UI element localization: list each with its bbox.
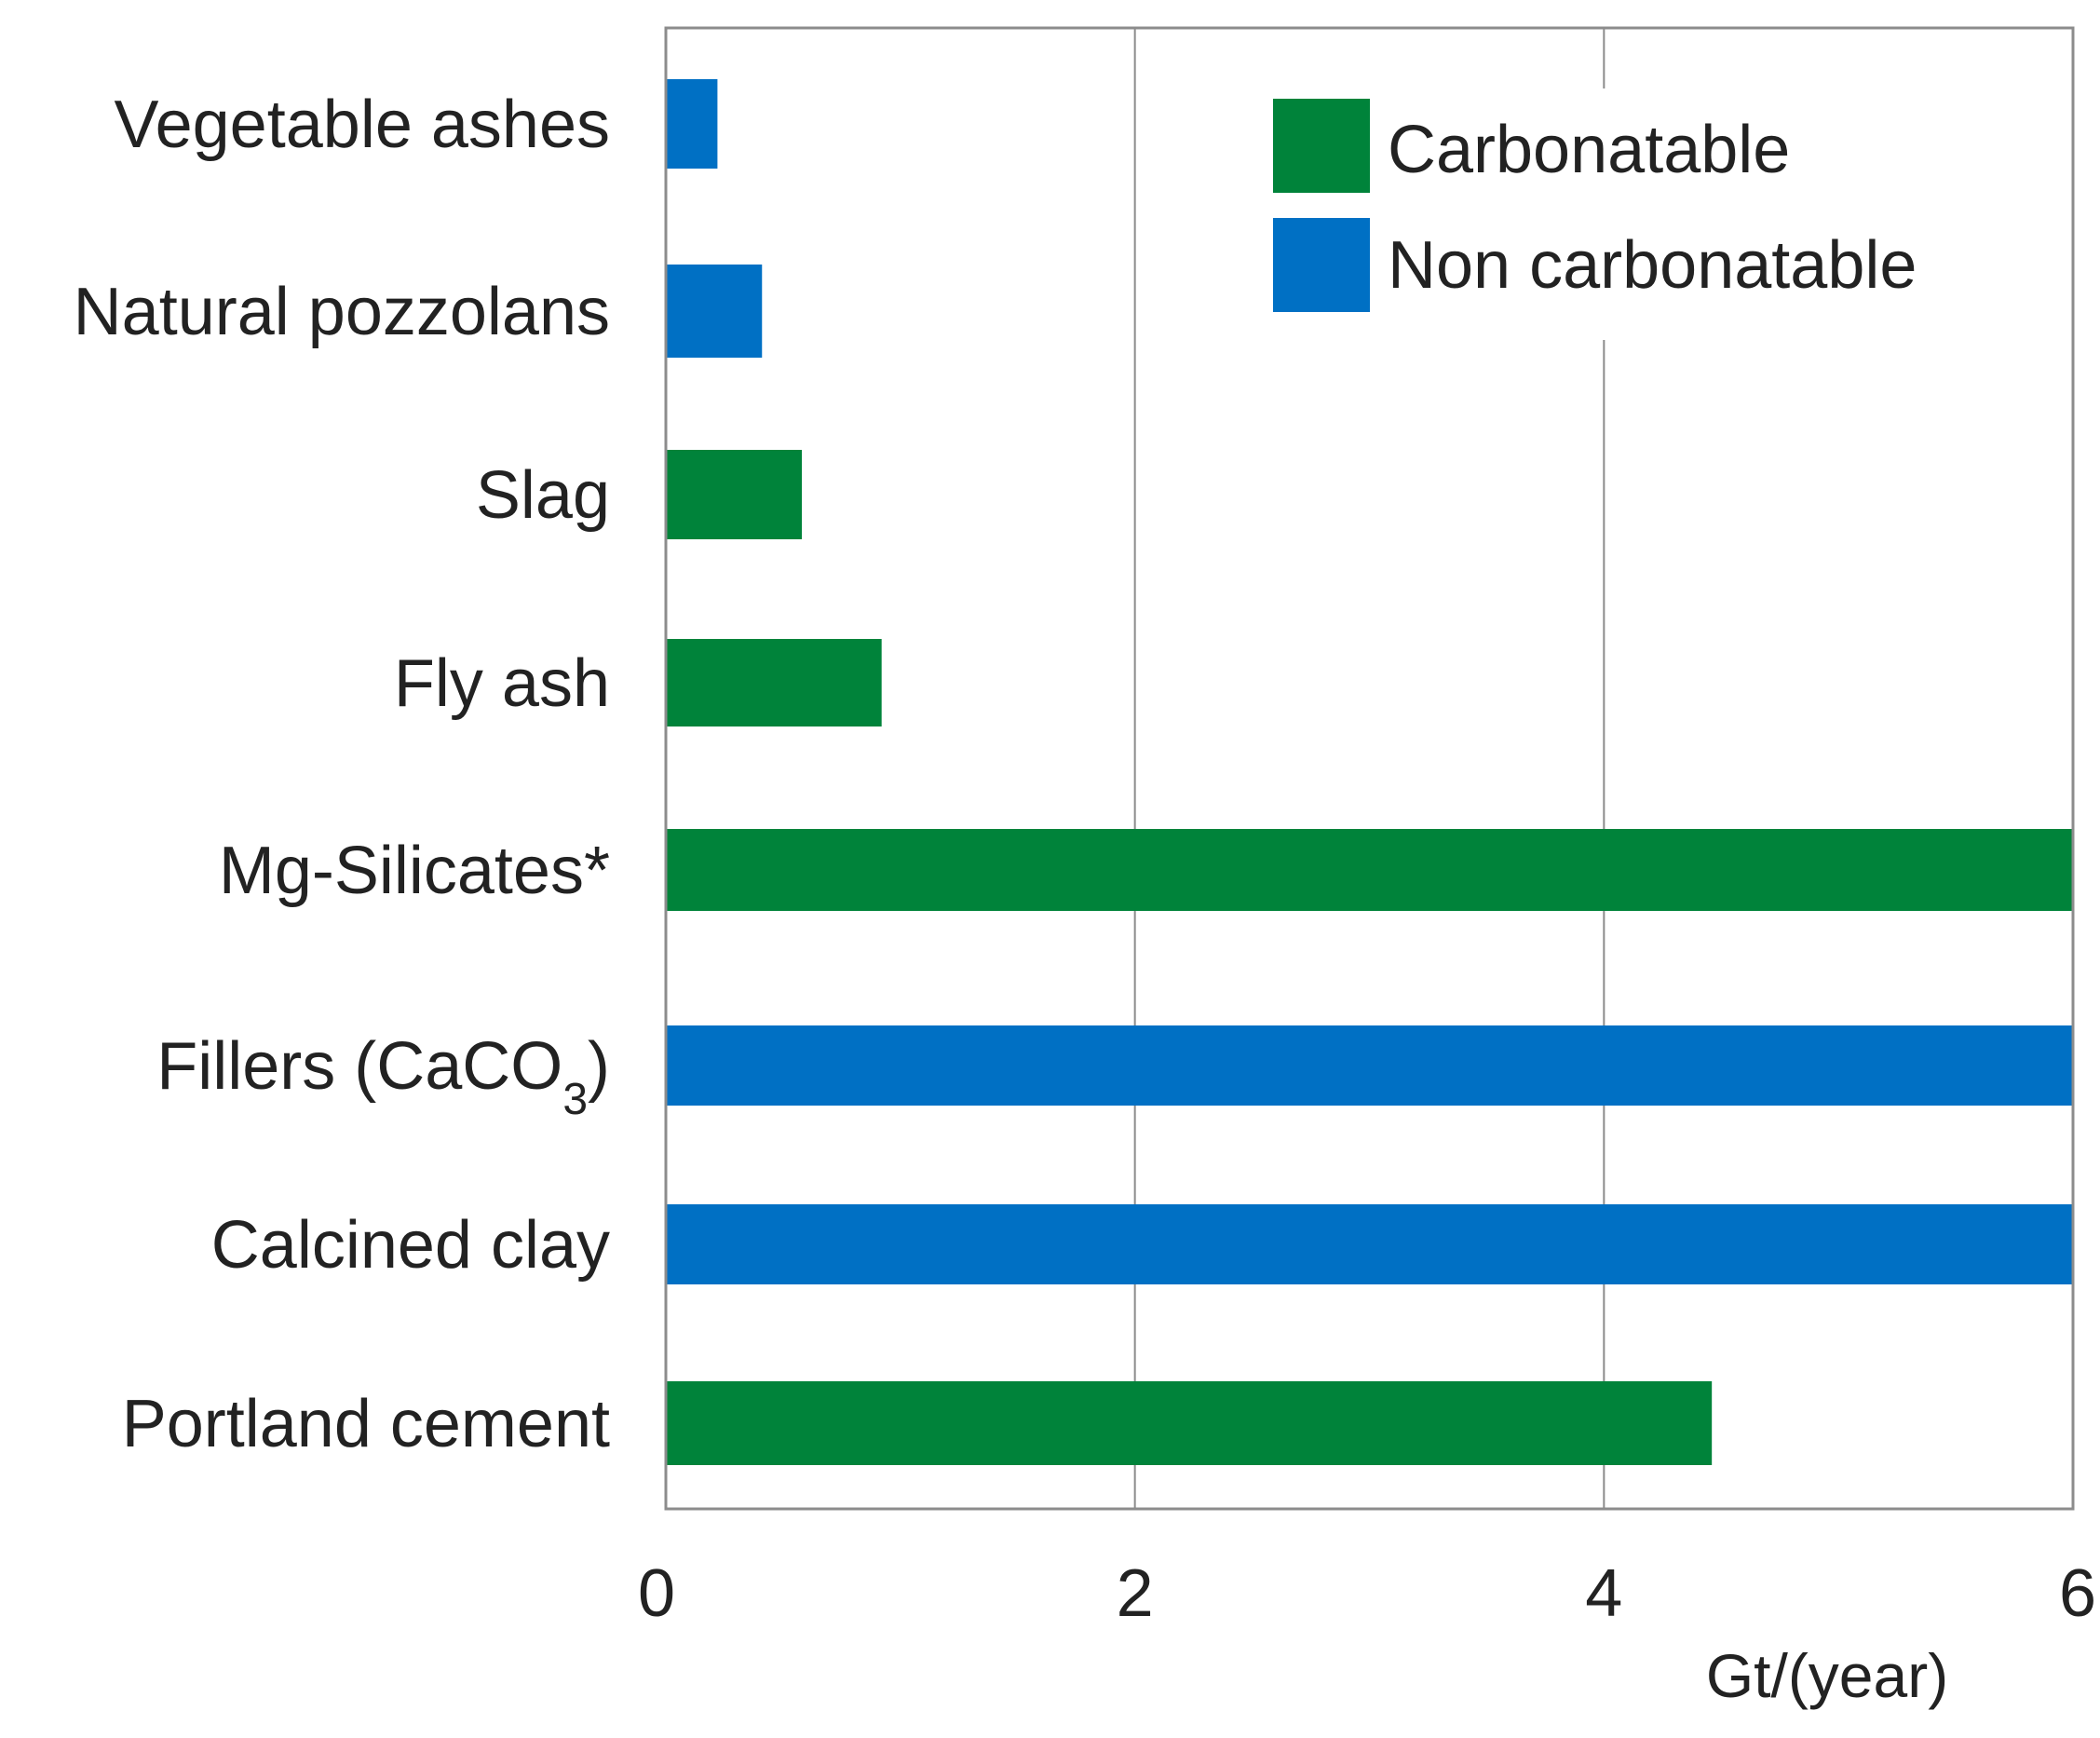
bar-natural-pozzolans [666,265,763,358]
bar-mg-silicates [666,829,2073,911]
bar-portland-cement [666,1381,1713,1465]
legend-background [1257,88,2035,340]
category-label-fillers-caco3: Fillers (CaCO3) [156,1029,610,1124]
category-label-vegetable-ashes: Vegetable ashes [115,88,610,162]
bar-fillers-caco3 [666,1025,2073,1106]
x-tick-label-0: 0 [638,1556,675,1631]
category-label-fly-ash: Fly ash [394,646,610,721]
category-label-calcined-clay: Calcined clay [211,1208,610,1283]
legend-label-carbonatable: Carbonatable [1388,113,1790,187]
x-axis-title: Gt/(year) [1706,1641,1948,1710]
bar-fly-ash [666,639,882,726]
category-label-natural-pozzolans: Natural pozzolans [74,275,610,349]
x-tick-labels: 0 2 4 6 [638,1556,2096,1631]
category-label-mg-silicates: Mg-Silicates* [219,834,610,908]
axis-layer [664,26,2075,1511]
x-tick-label-6: 6 [2059,1556,2096,1631]
category-labels: Vegetable ashes Natural pozzolans Slag Fly … [74,88,610,1461]
bar-slag [666,450,803,539]
x-tick-label-2: 2 [1117,1556,1154,1631]
category-label-slag: Slag [476,458,610,533]
plot-frame [664,26,2075,1511]
legend-swatch-non-carbonatable [1273,218,1370,312]
bar-vegetable-ashes [666,79,718,169]
x-tick-label-4: 4 [1585,1556,1622,1631]
legend: Carbonatable Non carbonatable [1257,88,2035,340]
category-label-portland-cement: Portland cement [122,1387,610,1461]
legend-label-non-carbonatable: Non carbonatable [1388,228,1917,303]
bar-calcined-clay [666,1204,2073,1284]
bars-layer [666,79,2073,1465]
legend-swatch-carbonatable [1273,99,1370,193]
